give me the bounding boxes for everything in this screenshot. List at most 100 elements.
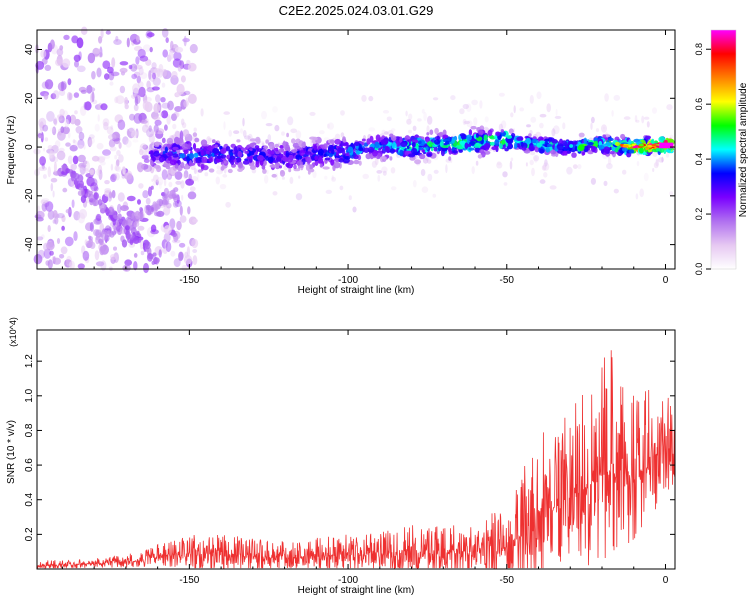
spectrogram-mark [601, 124, 607, 133]
spectrogram-mark [164, 124, 168, 131]
spectrogram-mark [474, 142, 481, 149]
spectrogram-mark [223, 111, 230, 115]
spectrogram-mark [417, 140, 422, 145]
colorbar-label: Normalized spectral amplitude [738, 82, 749, 217]
spectrogram-mark [445, 164, 448, 174]
spectrogram-mark [406, 145, 410, 150]
spectrogram-mark [339, 185, 344, 191]
spectrogram-mark [636, 160, 640, 167]
spectrogram-mark [104, 180, 110, 185]
spectrogram-mark [171, 113, 177, 121]
spectrogram-mark [56, 213, 65, 219]
spectrogram-mark [553, 125, 560, 135]
spectrogram-mark [159, 112, 163, 117]
spectrogram-mark [376, 170, 383, 174]
spectrogram-mark [427, 153, 432, 157]
spectrogram-mark [260, 140, 265, 145]
spectrogram-mark [133, 104, 139, 112]
spectrogram-mark [458, 149, 464, 153]
spectrogram-mark [83, 101, 88, 110]
spectrogram-mark [104, 188, 112, 193]
spectrogram-mark [122, 166, 126, 175]
spectrogram-mark [154, 141, 160, 146]
spectrogram-mark [233, 146, 238, 153]
spectrogram-peak-mark [659, 142, 674, 149]
spectrogram-mark [158, 104, 162, 112]
spectrogram-mark [73, 231, 78, 242]
spectrogram-mark [112, 131, 120, 139]
spectrogram-mark [427, 159, 432, 164]
spectrogram-mark [117, 192, 125, 202]
spectrogram-mark [162, 49, 168, 58]
spectrogram-mark [305, 164, 310, 171]
spectrogram-mark [539, 148, 545, 154]
spectrogram-mark [90, 182, 98, 192]
spectrogram-mark [132, 236, 140, 244]
spectrogram-mark [241, 147, 247, 152]
spectrogram-mark [73, 54, 81, 62]
spectrogram-mark [542, 162, 550, 171]
spectrogram-mark [97, 199, 103, 206]
spectrogram-mark [117, 213, 122, 220]
spectrogram-mark [434, 139, 441, 145]
spectrogram-mark [611, 145, 616, 151]
spectrogram-mark [74, 177, 78, 186]
spectrogram-mark [157, 68, 164, 78]
spectrogram-mark [594, 141, 598, 146]
spectrogram-mark [62, 187, 68, 193]
spectrogram-mark [151, 62, 157, 70]
snr-y-ticks: 0.2 0.4 0.6 0.8 1.0 1.2 [24, 354, 675, 541]
spectrogram-mark [104, 154, 111, 159]
spectrogram-mark [533, 155, 540, 162]
spectrogram-mark [98, 36, 103, 44]
spectrogram-mark [99, 245, 105, 256]
spectrogram-mark [82, 250, 90, 261]
spectrogram-mark [546, 103, 551, 113]
spectrogram-mark [177, 65, 182, 72]
spectrogram-mark [146, 252, 153, 262]
spectrogram-mark [355, 150, 361, 155]
spectrogram-mark [192, 255, 198, 266]
spectrogram-mark [307, 170, 311, 175]
spectrogram-mark [172, 232, 177, 237]
spectrogram-x-tick-label: -50 [500, 275, 515, 286]
spectrogram-mark [475, 160, 479, 166]
spectrogram-mark [92, 199, 97, 207]
spectrogram-mark [119, 67, 128, 73]
spectrogram-mark [133, 221, 140, 227]
spectrogram-mark [69, 163, 74, 171]
spectrogram-mark [188, 93, 197, 104]
spectrogram-mark [90, 93, 94, 103]
spectrogram-mark [587, 142, 594, 146]
spectrogram-mark [538, 136, 544, 141]
spectrogram-mark [80, 26, 88, 35]
spectrogram-mark [312, 136, 318, 141]
spectrogram-mark [421, 108, 425, 114]
spectrogram-mark [192, 249, 198, 253]
spectrogram-mark [180, 75, 186, 83]
spectrogram-mark [115, 35, 119, 42]
spectrogram-mark [166, 143, 171, 148]
spectrogram-mark [498, 92, 505, 97]
spectrogram-y-tick-label: 20 [24, 92, 35, 104]
spectrogram-mark [110, 163, 114, 171]
spectrogram-mark [53, 257, 61, 265]
spectrogram-mark [319, 163, 323, 168]
spectrogram-mark [161, 82, 166, 88]
spectrogram-mark [181, 194, 184, 201]
snr-y-tick-label: 1.0 [24, 388, 35, 402]
spectrogram-mark [269, 143, 275, 150]
spectrogram-mark [374, 157, 379, 166]
spectrogram-mark [87, 136, 93, 148]
spectrogram-mark [549, 149, 557, 155]
spectrogram-mark [261, 165, 266, 170]
spectrogram-mark [340, 132, 345, 138]
spectrogram-mark [178, 242, 186, 248]
spectrogram-mark [528, 133, 532, 138]
spectrogram-mark [194, 148, 202, 153]
spectrogram-mark [343, 142, 349, 146]
spectrogram-mark [514, 142, 518, 149]
spectrogram-mark [184, 164, 189, 170]
spectrogram-mark [459, 108, 465, 115]
spectrogram-mark [646, 121, 650, 128]
